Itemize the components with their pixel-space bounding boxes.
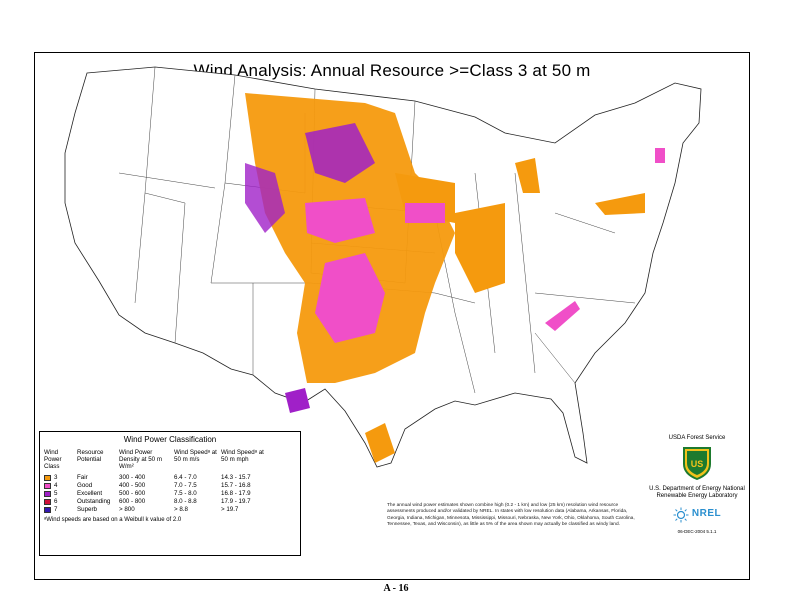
ny-pink xyxy=(655,148,665,163)
legend-class: 6 xyxy=(54,498,58,506)
doe-nrel-label: U.S. Department of Energy National Renew… xyxy=(649,485,745,500)
legend-class: 4 xyxy=(54,482,58,490)
legend-header: Wind Power Class Resource Potential Wind… xyxy=(44,449,296,471)
usda-forest-service-shield-icon: US xyxy=(683,446,711,480)
legend-speed-ms: 8.0 - 8.8 xyxy=(174,498,197,506)
legend-row-class-3: 3 Fair 300 - 400 6.4 - 7.0 14.3 - 15.7 xyxy=(44,474,296,482)
legend-row-class-6: 6 Outstanding 600 - 800 8.0 - 8.8 17.9 -… xyxy=(44,498,296,506)
legend-swatch xyxy=(44,474,51,481)
resolution-note: The annual wind power estimates shown co… xyxy=(387,503,635,528)
legend-density: 500 - 600 xyxy=(119,490,146,498)
legend-speed-mph: > 19.7 xyxy=(221,506,239,514)
agency-block: USDA Forest Service US U.S. Department o… xyxy=(645,435,749,534)
legend-speed-ms: > 8.8 xyxy=(174,506,188,514)
legend-row-class-5: 5 Excellent 500 - 600 7.5 - 8.0 16.8 - 1… xyxy=(44,490,296,498)
legend-class: 5 xyxy=(54,490,58,498)
rocky-class5 xyxy=(245,163,285,233)
legend-header-speed-ms: Wind Speedᵃ at 50 m m/s xyxy=(174,448,217,464)
legend-swatch xyxy=(44,482,51,489)
legend-swatch xyxy=(44,506,51,513)
map-title: Wind Analysis: Annual Resource >=Class 3… xyxy=(193,61,591,80)
legend-potential: Superb xyxy=(77,506,97,514)
legend-swatch xyxy=(44,490,51,497)
map-frame: Wind Analysis: Annual Resource >=Class 3… xyxy=(34,52,750,580)
legend-speed-mph: 14.3 - 15.7 xyxy=(221,474,251,482)
texas-gulf xyxy=(365,423,395,463)
legend-density: 400 - 500 xyxy=(119,482,146,490)
legend-row-class-4: 4 Good 400 - 500 7.0 - 7.5 15.7 - 16.8 xyxy=(44,482,296,490)
legend-header-speed-mph: Wind Speedᵃ at 50 m mph xyxy=(221,448,264,464)
legend-class: 3 xyxy=(54,474,58,482)
west-texas-purple xyxy=(285,388,310,413)
legend-speed-ms: 6.4 - 7.0 xyxy=(174,474,197,482)
nrel-sun-icon xyxy=(673,507,689,522)
us-wind-map xyxy=(64,66,702,468)
legend-speed-mph: 16.8 - 17.9 xyxy=(221,490,251,498)
nrel-wordmark: NREL xyxy=(691,508,722,520)
usda-label: USDA Forest Service xyxy=(668,435,726,441)
wind-power-legend: Wind Power Classification Wind Power Cla… xyxy=(39,431,301,556)
michigan-orange xyxy=(515,158,540,193)
legend-speed-mph: 15.7 - 16.8 xyxy=(221,482,251,490)
legend-potential: Good xyxy=(77,482,93,490)
iowa-pink xyxy=(405,203,445,223)
legend-speed-ms: 7.5 - 8.0 xyxy=(174,490,197,498)
legend-row-class-7: 7 Superb > 800 > 8.8 > 19.7 xyxy=(44,506,296,514)
legend-speed-mph: 17.9 - 19.7 xyxy=(221,498,251,506)
plains-class5 xyxy=(305,123,375,183)
legend-density: 600 - 800 xyxy=(119,498,146,506)
nrel-logo: NREL xyxy=(645,507,749,523)
legend-class: 7 xyxy=(54,506,58,514)
legend-title: Wind Power Classification xyxy=(123,435,217,444)
legend-speed-ms: 7.0 - 7.5 xyxy=(174,482,197,490)
plains-class4-a xyxy=(315,253,385,343)
legend-header-density: Wind Power Density at 50 m W/m² xyxy=(119,448,162,471)
date-stamp: 06-DEC-2004 5.1.1 xyxy=(677,528,717,534)
legend-potential: Outstanding xyxy=(77,498,111,506)
legend-potential: Excellent xyxy=(77,490,103,498)
legend-rows: 3 Fair 300 - 400 6.4 - 7.0 14.3 - 15.7 4… xyxy=(44,474,296,514)
legend-header-class: Wind Power Class xyxy=(44,448,62,471)
legend-footnote: ᵃWind speeds are based on a Weibull k va… xyxy=(44,516,182,523)
appalachia xyxy=(545,301,580,331)
shield-letters: US xyxy=(691,459,704,469)
illinois-orange xyxy=(455,203,505,293)
ohio-strip xyxy=(595,193,645,215)
legend-density: > 800 xyxy=(119,506,135,514)
legend-potential: Fair xyxy=(77,474,88,482)
plains-class4-b xyxy=(305,198,375,243)
page-number: A - 16 xyxy=(383,583,409,594)
legend-header-potential: Resource Potential xyxy=(77,448,104,464)
legend-density: 300 - 400 xyxy=(119,474,146,482)
legend-swatch xyxy=(44,498,51,505)
